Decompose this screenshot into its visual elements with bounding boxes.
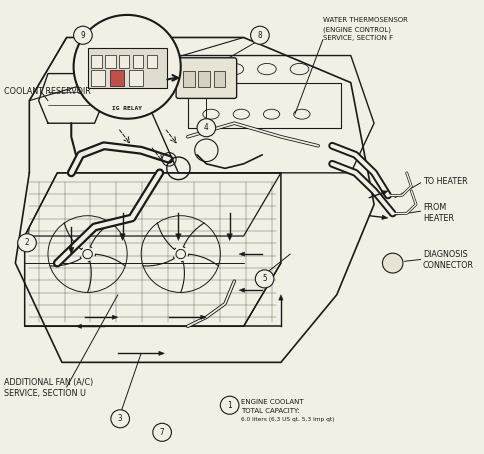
Text: HEATER: HEATER	[423, 214, 454, 223]
Bar	[147, 54, 157, 68]
Text: SERVICE, SECTION U: SERVICE, SECTION U	[4, 389, 86, 398]
Text: 2: 2	[25, 238, 30, 247]
Text: ENGINE COOLANT: ENGINE COOLANT	[242, 400, 304, 405]
Bar	[91, 54, 102, 68]
Bar	[214, 71, 226, 87]
Bar	[198, 71, 210, 87]
Polygon shape	[176, 234, 181, 241]
Circle shape	[74, 15, 181, 118]
Polygon shape	[120, 234, 125, 241]
Text: SERVICE, SECTION F: SERVICE, SECTION F	[323, 35, 393, 41]
Text: (ENGINE CONTROL): (ENGINE CONTROL)	[323, 26, 391, 33]
Text: ADDITIONAL FAN (A/C): ADDITIONAL FAN (A/C)	[4, 378, 93, 387]
Polygon shape	[239, 288, 244, 292]
Text: 3: 3	[118, 414, 122, 423]
FancyBboxPatch shape	[176, 58, 237, 99]
Polygon shape	[112, 315, 118, 320]
Bar	[88, 48, 167, 89]
Circle shape	[111, 410, 130, 428]
Polygon shape	[239, 252, 244, 256]
Text: COOLANT RESERVOIR: COOLANT RESERVOIR	[4, 87, 91, 96]
Text: TO HEATER: TO HEATER	[423, 178, 468, 187]
Text: 1: 1	[227, 401, 232, 410]
Polygon shape	[68, 247, 74, 254]
Text: 7: 7	[160, 428, 165, 437]
Polygon shape	[201, 315, 206, 320]
Text: FROM: FROM	[423, 203, 446, 212]
Polygon shape	[382, 215, 388, 220]
Bar	[91, 70, 106, 86]
Polygon shape	[381, 191, 388, 195]
Text: DIAGNOSIS: DIAGNOSIS	[423, 250, 468, 259]
Bar	[133, 54, 143, 68]
Polygon shape	[159, 351, 165, 355]
Text: WATER THERMOSENSOR: WATER THERMOSENSOR	[323, 17, 408, 23]
Bar	[106, 54, 116, 68]
Circle shape	[18, 234, 36, 252]
Bar	[129, 70, 143, 86]
Circle shape	[153, 423, 171, 441]
Circle shape	[74, 26, 92, 44]
Circle shape	[251, 26, 269, 44]
Circle shape	[220, 396, 239, 414]
Circle shape	[176, 249, 185, 259]
Text: CONNECTOR: CONNECTOR	[423, 261, 474, 270]
Text: IG RELAY: IG RELAY	[112, 106, 142, 111]
Bar	[119, 54, 130, 68]
Circle shape	[197, 118, 216, 137]
Text: 4: 4	[204, 123, 209, 132]
Text: 5: 5	[262, 274, 267, 283]
Polygon shape	[279, 295, 283, 300]
Polygon shape	[227, 234, 232, 241]
Text: 9: 9	[81, 31, 85, 40]
Circle shape	[83, 249, 92, 259]
Bar	[183, 71, 195, 87]
Circle shape	[255, 270, 274, 288]
Circle shape	[382, 253, 403, 273]
Text: 8: 8	[257, 31, 262, 40]
Bar	[110, 70, 124, 86]
Text: 6.0 liters (6.3 US qt, 5.3 Imp qt): 6.0 liters (6.3 US qt, 5.3 Imp qt)	[242, 417, 335, 422]
Text: TOTAL CAPACITY:: TOTAL CAPACITY:	[242, 409, 300, 415]
Polygon shape	[76, 324, 81, 328]
